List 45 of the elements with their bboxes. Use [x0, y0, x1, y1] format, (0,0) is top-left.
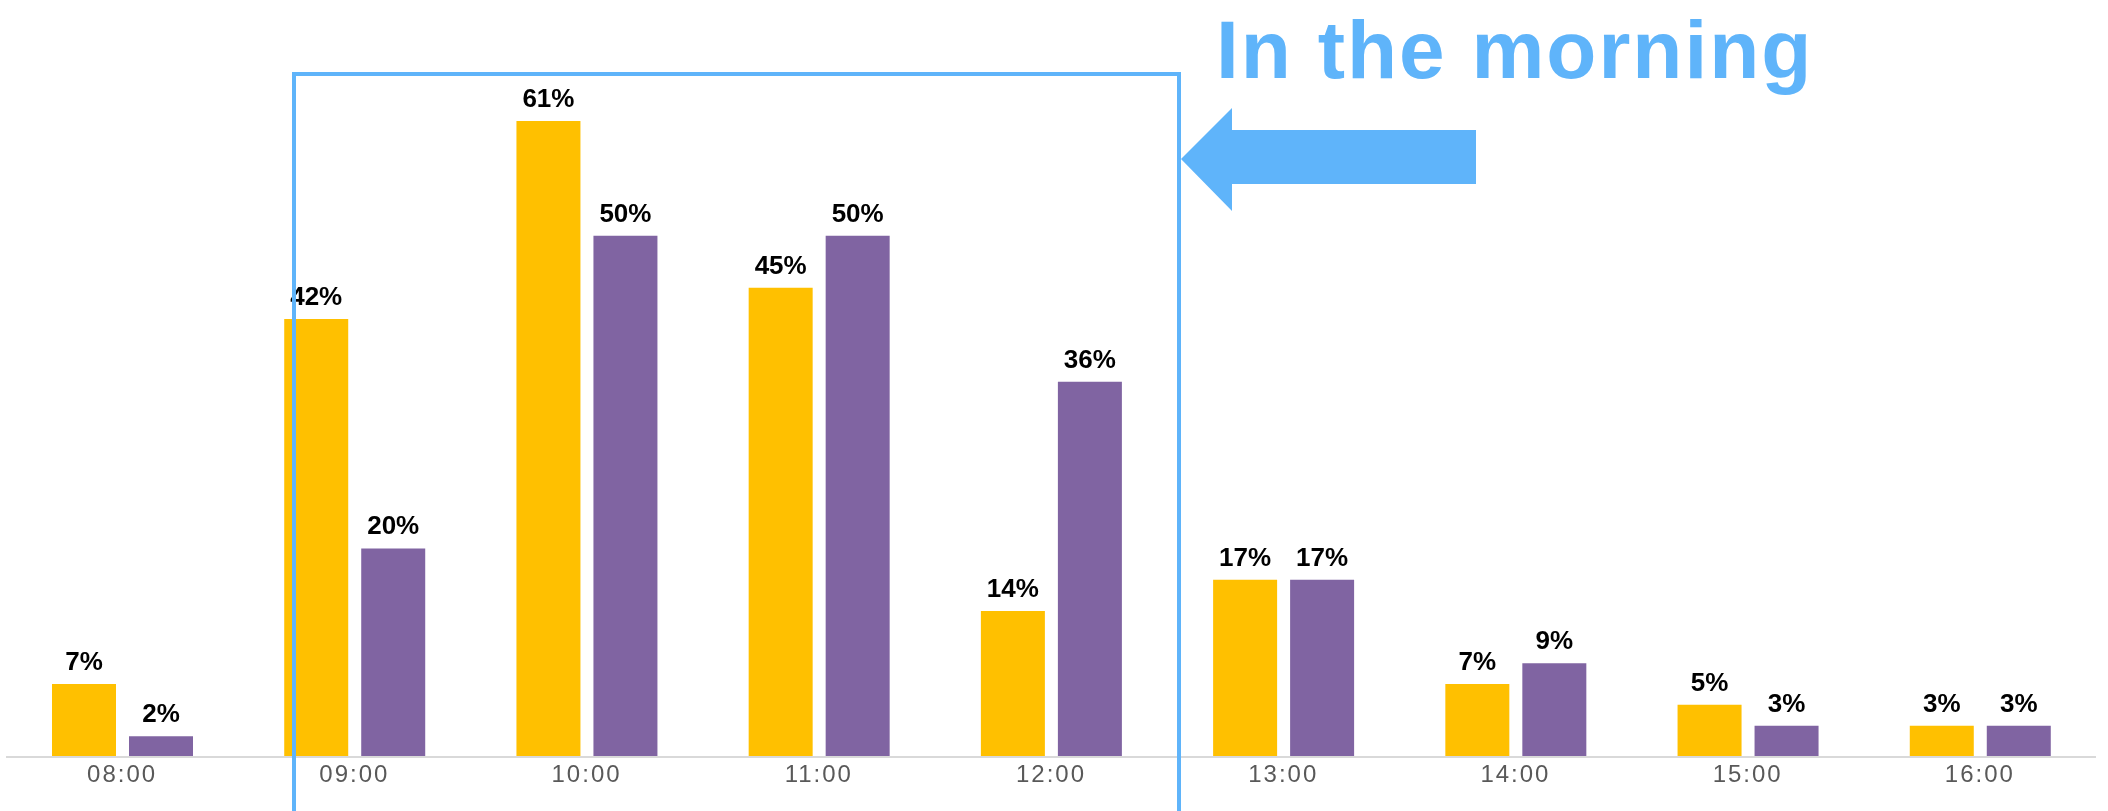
bar — [1677, 704, 1742, 757]
bar — [1290, 579, 1355, 757]
data-label: 17% — [1219, 541, 1272, 572]
x-tick-label: 11:00 — [784, 760, 853, 788]
bar — [1986, 725, 2051, 757]
bar — [516, 121, 581, 757]
bar — [129, 736, 193, 757]
text: In the morning — [1216, 4, 1814, 95]
data-label: 20% — [367, 510, 420, 541]
data-label: 45% — [754, 249, 807, 280]
bar — [1445, 684, 1510, 757]
data-label: 14% — [986, 573, 1039, 604]
bar — [1522, 663, 1587, 757]
data-label: 17% — [1296, 541, 1349, 572]
x-tick-label: 10:00 — [551, 760, 622, 788]
data-label: 50% — [599, 197, 652, 228]
data-label: 7% — [65, 646, 103, 677]
data-label: 3% — [1999, 687, 2038, 718]
data-label: 5% — [1690, 666, 1729, 697]
data-label: 2% — [142, 698, 180, 729]
bar — [1057, 381, 1122, 757]
bar — [1909, 725, 1974, 757]
bar — [980, 611, 1045, 757]
bar — [1754, 725, 1819, 757]
x-tick-label: 08:00 — [87, 760, 158, 788]
bar — [825, 235, 890, 757]
data-label: 3% — [1767, 687, 1806, 718]
x-tick-label: 13:00 — [1248, 760, 1319, 788]
x-tick-label: 09:00 — [319, 760, 390, 788]
data-label: 7% — [1458, 646, 1497, 677]
x-tick-label: 14:00 — [1480, 760, 1551, 788]
x-tick-label: 16:00 — [1944, 760, 2015, 788]
data-label: 50% — [831, 197, 884, 228]
data-label: 3% — [1922, 687, 1961, 718]
bar — [748, 287, 813, 757]
bar — [52, 684, 116, 757]
x-tick-label: 12:00 — [1015, 760, 1087, 788]
bar — [284, 319, 349, 757]
bar — [361, 548, 426, 757]
data-label: 61% — [522, 83, 575, 113]
bar — [593, 235, 658, 757]
x-tick-label: 15:00 — [1712, 760, 1783, 788]
data-label: 9% — [1535, 625, 1574, 656]
data-label: 36% — [1063, 343, 1116, 374]
bar — [1213, 579, 1278, 757]
